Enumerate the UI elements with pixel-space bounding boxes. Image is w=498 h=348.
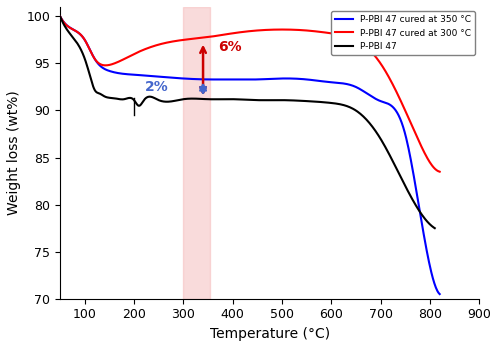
- Bar: [183, 7, 211, 299]
- P-PBI 47 cured at 300 °C: [238, 30, 244, 34]
- P-PBI 47 cured at 300 °C: [240, 30, 246, 34]
- P-PBI 47 cured at 350 °C: [57, 14, 63, 18]
- Text: 2%: 2%: [145, 80, 168, 94]
- Text: 6%: 6%: [218, 40, 242, 54]
- P-PBI 47: [238, 97, 244, 102]
- P-PBI 47 cured at 300 °C: [283, 27, 289, 32]
- P-PBI 47: [280, 98, 286, 102]
- P-PBI 47 cured at 350 °C: [437, 292, 443, 296]
- P-PBI 47 cured at 300 °C: [428, 161, 434, 165]
- P-PBI 47 cured at 300 °C: [57, 14, 63, 18]
- P-PBI 47 cured at 350 °C: [428, 267, 434, 271]
- P-PBI 47 cured at 350 °C: [240, 77, 246, 81]
- P-PBI 47 cured at 300 °C: [262, 28, 268, 32]
- P-PBI 47 cured at 350 °C: [368, 94, 374, 98]
- P-PBI 47: [57, 14, 63, 18]
- P-PBI 47: [235, 97, 241, 101]
- Line: P-PBI 47 cured at 300 °C: P-PBI 47 cured at 300 °C: [60, 16, 440, 172]
- Legend: P-PBI 47 cured at 350 °C, P-PBI 47 cured at 300 °C, P-PBI 47: P-PBI 47 cured at 350 °C, P-PBI 47 cured…: [331, 11, 475, 55]
- P-PBI 47: [432, 226, 438, 230]
- Line: P-PBI 47 cured at 350 °C: P-PBI 47 cured at 350 °C: [60, 16, 440, 294]
- P-PBI 47 cured at 350 °C: [283, 76, 289, 80]
- P-PBI 47: [364, 118, 370, 122]
- P-PBI 47 cured at 300 °C: [368, 50, 374, 54]
- X-axis label: Temperature (°C): Temperature (°C): [210, 327, 330, 341]
- Y-axis label: Weight loss (wt%): Weight loss (wt%): [7, 90, 21, 215]
- P-PBI 47 cured at 350 °C: [262, 77, 268, 81]
- P-PBI 47 cured at 350 °C: [238, 77, 244, 81]
- P-PBI 47: [423, 218, 429, 222]
- P-PBI 47: [260, 98, 266, 102]
- P-PBI 47 cured at 300 °C: [437, 169, 443, 174]
- Line: P-PBI 47: P-PBI 47: [60, 16, 435, 228]
